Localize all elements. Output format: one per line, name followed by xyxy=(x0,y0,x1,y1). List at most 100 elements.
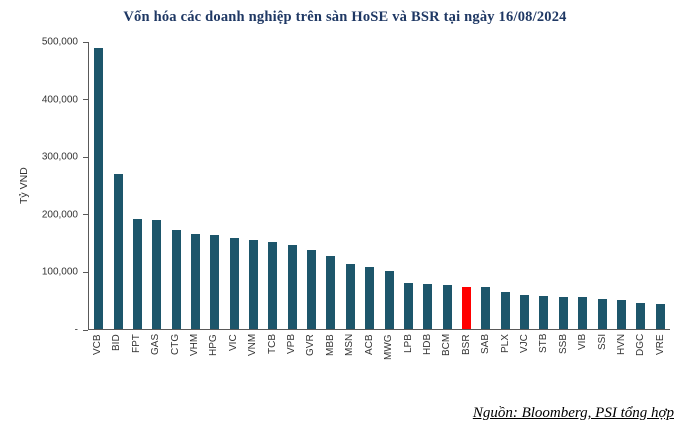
x-axis-label-acb: ACB xyxy=(363,334,375,355)
x-axis-label-gvr: GVR xyxy=(305,334,317,356)
x-axis-label-stb: STB xyxy=(538,334,550,354)
bar-column-gas xyxy=(147,42,166,329)
y-tick-label: 100,000 xyxy=(41,266,78,278)
bar-column-vhm xyxy=(186,42,205,329)
bar-vjc xyxy=(520,295,530,329)
bar-column-tcb xyxy=(263,42,282,329)
bar-column-bsr xyxy=(457,42,476,329)
y-tick-mark xyxy=(83,156,88,158)
bar-bcm xyxy=(442,284,452,329)
x-axis-label-vcb: VCB xyxy=(92,334,104,355)
bar-mwg xyxy=(384,271,394,329)
bar-column-msn xyxy=(341,42,360,329)
x-axis-label-vib: VIB xyxy=(577,334,589,351)
y-tick-mark xyxy=(83,41,88,43)
x-axis-label-ssi: SSI xyxy=(596,334,608,351)
y-tick-mark xyxy=(83,99,88,101)
bar-stb xyxy=(539,295,549,329)
bar-bid xyxy=(113,174,123,329)
bars-container xyxy=(89,42,670,329)
x-axis-label-plx: PLX xyxy=(499,334,511,353)
bar-column-bcm xyxy=(437,42,456,329)
bar-tcb xyxy=(268,241,278,329)
x-axis-labels: VCB BID FPT GAS CTG VHM HPG VIC VNM TCB VPB GVR MBB M… xyxy=(88,334,670,386)
bar-ctg xyxy=(171,229,181,329)
bar-column-bid xyxy=(108,42,127,329)
bar-vhm xyxy=(190,233,200,329)
bar-vib xyxy=(578,296,588,329)
bar-column-hvn xyxy=(612,42,631,329)
x-axis-label-gas: GAS xyxy=(150,334,162,356)
bar-sab xyxy=(481,287,491,329)
bar-gas xyxy=(152,219,162,329)
x-axis-label-ssb: SSB xyxy=(557,334,569,355)
bar-column-vpb xyxy=(283,42,302,329)
x-axis-label-tcb: TCB xyxy=(266,334,278,354)
y-tick-label: - xyxy=(74,324,78,336)
bar-dgc xyxy=(636,303,646,329)
x-axis-label-vpb: VPB xyxy=(286,334,298,355)
bar-column-vjc xyxy=(515,42,534,329)
bar-column-ctg xyxy=(166,42,185,329)
bar-hvn xyxy=(616,299,626,329)
bar-column-vnm xyxy=(244,42,263,329)
x-axis-label-vnm: VNM xyxy=(247,334,259,357)
bar-vic xyxy=(229,238,239,329)
bar-column-hpg xyxy=(205,42,224,329)
x-axis-label-hdb: HDB xyxy=(422,334,434,356)
bar-vnm xyxy=(249,240,259,329)
bar-vpb xyxy=(287,244,297,329)
bar-column-vic xyxy=(225,42,244,329)
chart-title: Vốn hóa các doanh nghiệp trên sàn HoSE v… xyxy=(123,9,567,25)
x-axis-label-msn: MSN xyxy=(344,334,356,357)
x-axis-label-mwg: MWG xyxy=(383,334,395,360)
x-axis-label-vhm: VHM xyxy=(189,334,201,357)
x-axis-label-bsr: BSR xyxy=(460,334,472,355)
x-axis-label-hpg: HPG xyxy=(208,334,220,356)
y-tick-label: 500,000 xyxy=(41,36,78,48)
bar-ssi xyxy=(597,298,607,329)
x-axis-label-bid: BID xyxy=(111,334,123,351)
bar-column-ssi xyxy=(592,42,611,329)
x-axis-label-lpb: LPB xyxy=(402,334,414,353)
plot-area xyxy=(88,42,670,330)
bar-mbb xyxy=(326,256,336,329)
x-axis-label-sab: SAB xyxy=(480,334,492,355)
bar-column-vib xyxy=(573,42,592,329)
y-tick-label: 400,000 xyxy=(41,94,78,106)
bar-plx xyxy=(500,291,510,329)
x-axis-label-vre: VRE xyxy=(654,334,666,355)
bar-column-fpt xyxy=(128,42,147,329)
bar-column-mbb xyxy=(321,42,340,329)
x-axis-label-vic: VIC xyxy=(228,334,240,351)
bar-vre xyxy=(655,304,665,329)
bar-column-dgc xyxy=(631,42,650,329)
bar-msn xyxy=(345,264,355,329)
highlighted-bar-bsr xyxy=(462,286,471,329)
y-tick-label: 300,000 xyxy=(41,151,78,163)
x-axis-label-vjc: VJC xyxy=(519,334,531,353)
bar-column-acb xyxy=(360,42,379,329)
x-axis-label-dgc: DGC xyxy=(635,334,647,357)
bar-column-ssb xyxy=(554,42,573,329)
bar-column-hdb xyxy=(418,42,437,329)
bar-lpb xyxy=(403,282,413,329)
x-axis-label-ctg: CTG xyxy=(169,334,181,356)
y-tick-mark xyxy=(83,214,88,216)
bar-column-vcb xyxy=(89,42,108,329)
source-note: Nguồn: Bloomberg, PSI tổng hợp xyxy=(472,405,674,421)
bar-vcb xyxy=(94,47,104,329)
y-axis-ticks: 500,000 400,000 300,000 200,000 100,000 - xyxy=(0,37,88,336)
bar-gvr xyxy=(307,249,317,329)
bar-column-stb xyxy=(534,42,553,329)
bar-fpt xyxy=(132,218,142,329)
bar-column-lpb xyxy=(399,42,418,329)
x-axis-label-mbb: MBB xyxy=(325,334,337,356)
y-tick-label: 200,000 xyxy=(41,209,78,221)
bar-hdb xyxy=(423,283,433,329)
bar-column-mwg xyxy=(379,42,398,329)
x-axis-label-hvn: HVN xyxy=(616,334,628,356)
bar-column-vre xyxy=(650,42,669,329)
x-axis-label-fpt: FPT xyxy=(131,334,143,353)
